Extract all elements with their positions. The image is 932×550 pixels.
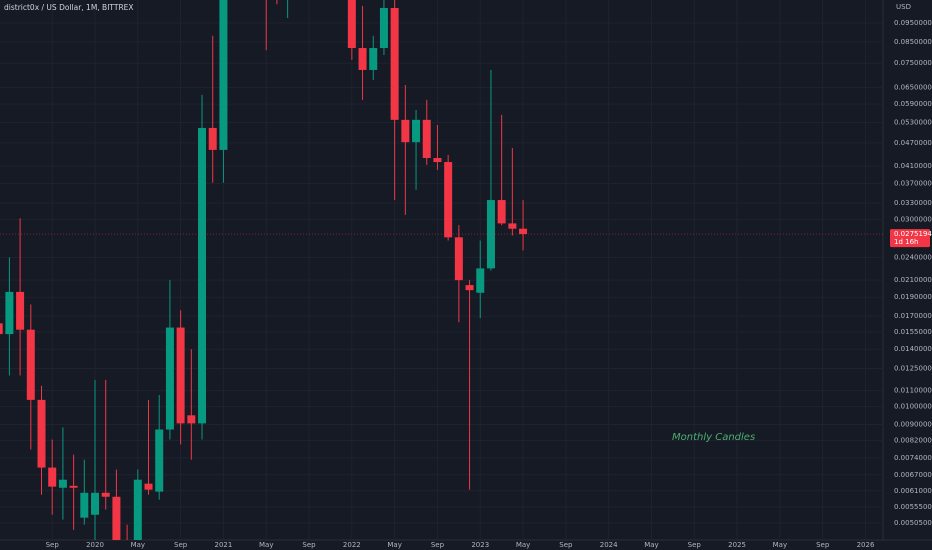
candle-body: [176, 327, 185, 424]
x-tick-label: Sep: [816, 541, 830, 549]
candle-body: [208, 127, 217, 150]
candle-body: [198, 127, 207, 424]
annotation: Monthly Candles: [672, 432, 755, 443]
x-tick-label: 2021: [215, 541, 233, 549]
x-tick-label: May: [644, 541, 658, 549]
candle-body: [347, 0, 356, 49]
candle-body: [444, 162, 453, 238]
candle-body: [219, 0, 228, 150]
last-price-label: 0.02751940: [894, 230, 932, 238]
candle-body: [358, 48, 367, 70]
x-tick-label: Sep: [174, 541, 188, 549]
candles: [0, 0, 883, 540]
x-tick-label: 2024: [600, 541, 618, 549]
candle-body: [476, 268, 485, 293]
candle-body: [508, 223, 517, 229]
candle-body: [26, 329, 35, 400]
x-tick-label: Sep: [46, 541, 60, 549]
x-tick-label: Sep: [302, 541, 316, 549]
candle-body: [379, 8, 388, 49]
candle-body: [144, 483, 153, 490]
currency-label: USD: [896, 3, 911, 11]
chart-title: district0x / US Dollar, 1M, BITTREX: [4, 3, 134, 12]
x-tick-label: May: [131, 541, 145, 549]
candle-body: [5, 291, 14, 335]
candle-body: [112, 496, 121, 540]
grid: [0, 0, 883, 540]
candle-body: [422, 119, 431, 159]
candle-body: [433, 158, 442, 163]
x-tick-label: 2022: [343, 541, 361, 549]
x-tick-label: Sep: [688, 541, 702, 549]
x-tick-label: May: [387, 541, 401, 549]
y-tick-label: 0.00505000: [894, 519, 932, 527]
candle-body: [390, 8, 399, 120]
x-tick-label: Sep: [559, 541, 573, 549]
candle-body: [0, 323, 3, 335]
candle-body: [486, 200, 495, 269]
x-tick-label: May: [773, 541, 787, 549]
candle-body: [133, 479, 142, 540]
candle-body: [91, 492, 100, 515]
x-tick-label: 2023: [471, 541, 489, 549]
candle-body: [16, 291, 25, 330]
x-tick-label: 2026: [857, 541, 875, 549]
candle-body: [412, 119, 421, 143]
candle-body: [69, 485, 78, 488]
candle-body: [155, 429, 164, 492]
x-tick-label: May: [516, 541, 530, 549]
candle-body: [497, 200, 506, 224]
candle-body: [454, 237, 463, 281]
candle-body: [58, 479, 67, 488]
x-tick-label: Sep: [431, 541, 445, 549]
x-tick-label: 2025: [728, 541, 746, 549]
candle-body: [165, 327, 174, 430]
candle-body: [187, 415, 196, 424]
candle-body: [37, 399, 46, 468]
candle-body: [369, 48, 378, 70]
candle-body: [401, 119, 410, 143]
countdown: 1d 16h: [894, 238, 918, 246]
candle-body: [48, 467, 57, 487]
candle-body: [465, 285, 474, 291]
last-price-tag: [890, 229, 930, 248]
candle-body: [519, 228, 528, 235]
x-tick-label: 2020: [86, 541, 104, 549]
x-tick-label: May: [259, 541, 273, 549]
candle-body: [80, 492, 89, 518]
candle-body: [101, 492, 110, 497]
